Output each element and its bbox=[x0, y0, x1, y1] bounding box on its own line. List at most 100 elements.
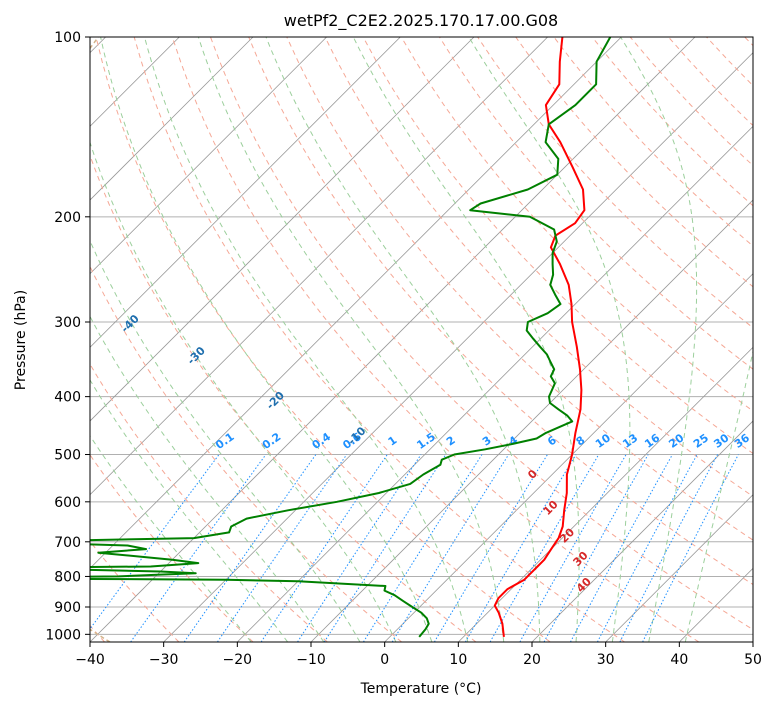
moist-adiabat-label: 10 bbox=[541, 498, 561, 518]
moist-adiabat bbox=[468, 37, 631, 642]
mixing-ratio-line bbox=[362, 454, 483, 642]
mixing-ratio-line bbox=[216, 454, 348, 642]
y-tick-label: 200 bbox=[54, 210, 81, 226]
mixing-ratio-label: 10 bbox=[593, 431, 613, 451]
dry-adiabat bbox=[324, 37, 753, 498]
mixing-ratio-line bbox=[183, 454, 317, 642]
y-tick-label: 1000 bbox=[45, 627, 81, 643]
dry-adiabat bbox=[400, 37, 753, 412]
moist-adiabat bbox=[90, 239, 361, 642]
mixing-ratio-line bbox=[90, 454, 220, 630]
dry-adiabat bbox=[90, 453, 254, 642]
mixing-ratio-label: 13 bbox=[620, 431, 640, 450]
isotherm bbox=[458, 346, 753, 642]
mixing-ratio-label: 1 bbox=[386, 434, 400, 449]
y-tick-label: 800 bbox=[54, 569, 81, 585]
mixing-ratio-line bbox=[489, 454, 600, 642]
y-tick-label: 700 bbox=[54, 535, 81, 551]
dry-adiabat-label: -60 bbox=[0, 221, 21, 244]
isotherm bbox=[531, 420, 753, 642]
x-tick-label: −30 bbox=[149, 652, 179, 668]
plot-frame bbox=[89, 36, 754, 643]
mixing-ratio-label: 30 bbox=[711, 431, 731, 451]
sounding-profiles bbox=[90, 37, 612, 638]
isotherm bbox=[384, 273, 753, 642]
temperature-line bbox=[493, 37, 586, 638]
moist-adiabat bbox=[265, 37, 541, 642]
isotherm bbox=[605, 494, 753, 642]
moist-adiabat bbox=[684, 349, 753, 642]
moist-adiabat-label: 40 bbox=[574, 575, 594, 595]
mixing-ratio-label: 0.4 bbox=[310, 430, 334, 452]
y-tick-label: 600 bbox=[54, 495, 81, 511]
dry-adiabat bbox=[90, 363, 328, 642]
mixing-ratio-label: 0.2 bbox=[260, 430, 283, 452]
dry-adiabat bbox=[477, 37, 753, 329]
mixing-ratio-label: 1.5 bbox=[414, 430, 437, 452]
mixing-ratio-label: 0.1 bbox=[213, 430, 236, 452]
dry-adiabat bbox=[171, 37, 700, 642]
dry-adiabat bbox=[90, 153, 477, 642]
isotherm bbox=[90, 37, 327, 275]
dry-adiabat bbox=[90, 540, 180, 642]
x-tick-label: 40 bbox=[670, 652, 688, 668]
moist-adiabat-label: 0 bbox=[525, 467, 540, 482]
mixing-ratio-label: 16 bbox=[642, 431, 662, 451]
moist-adiabat bbox=[100, 37, 433, 642]
isotherm bbox=[90, 37, 548, 496]
mixing-ratio-line bbox=[642, 454, 739, 642]
mixing-ratio-line bbox=[619, 454, 719, 642]
mixing-ratio-line bbox=[433, 454, 548, 642]
mixing-ratio-label: 25 bbox=[691, 431, 711, 450]
dewpoint-line bbox=[90, 37, 612, 638]
x-tick-label: 10 bbox=[449, 652, 467, 668]
dry-adiabat-label: -20 bbox=[264, 389, 287, 412]
isotherm bbox=[752, 641, 753, 642]
y-tick-label: 500 bbox=[54, 448, 81, 464]
dry-adiabat bbox=[90, 265, 403, 642]
dry-adiabat bbox=[744, 37, 753, 47]
isotherm bbox=[163, 52, 753, 642]
chart-title: wetPf2_C2E2.2025.170.17.00.G08 bbox=[284, 11, 558, 31]
moist-adiabat bbox=[620, 37, 698, 642]
y-tick-label: 300 bbox=[54, 315, 81, 331]
dry-adiabat bbox=[438, 37, 753, 370]
mixing-ratio-line bbox=[569, 454, 673, 642]
moist-adiabat bbox=[144, 37, 469, 642]
x-tick-label: 30 bbox=[597, 652, 615, 668]
moist-adiabat bbox=[90, 140, 397, 642]
x-tick-label: −40 bbox=[75, 652, 105, 668]
dry-adiabat bbox=[591, 37, 753, 207]
mixing-ratio-label: 3 bbox=[480, 434, 494, 449]
background-lines bbox=[90, 37, 753, 642]
mixing-ratio-line bbox=[297, 454, 422, 642]
x-tick-label: −10 bbox=[296, 652, 326, 668]
dry-adiabat bbox=[210, 37, 753, 631]
x-tick-label: 0 bbox=[380, 652, 389, 668]
moist-adiabat bbox=[90, 434, 252, 642]
dry-adiabat bbox=[362, 37, 753, 455]
y-axis: 100 200 300 400 500 600 700 800 900 1000 bbox=[45, 30, 90, 643]
dry-adiabat bbox=[286, 37, 753, 541]
mixing-ratio-label: 2 bbox=[444, 434, 458, 449]
x-axis: −40 −30 −20 −10 0 10 20 30 40 50 bbox=[75, 642, 762, 668]
isotherm bbox=[310, 199, 753, 642]
y-tick-label: 400 bbox=[54, 390, 81, 406]
x-axis-label: Temperature (°C) bbox=[360, 681, 482, 697]
isotherm bbox=[679, 567, 753, 642]
moist-adiabat bbox=[352, 37, 580, 642]
isotherm bbox=[90, 37, 696, 642]
dry-adiabat-label: -50 bbox=[55, 269, 78, 292]
x-tick-label: 50 bbox=[744, 652, 762, 668]
dry-adiabat bbox=[668, 37, 753, 127]
mixing-ratio-line bbox=[323, 454, 447, 642]
moist-adiabat bbox=[90, 379, 289, 642]
y-tick-label: 100 bbox=[54, 30, 81, 46]
mixing-ratio-label: 36 bbox=[732, 431, 752, 451]
mixing-ratio-label: 20 bbox=[666, 431, 686, 451]
isotherm bbox=[90, 37, 475, 422]
dry-adiabat bbox=[515, 37, 753, 288]
dry-adiabat bbox=[248, 37, 753, 586]
moist-adiabat bbox=[90, 315, 325, 642]
mixing-ratio-line bbox=[543, 454, 649, 642]
